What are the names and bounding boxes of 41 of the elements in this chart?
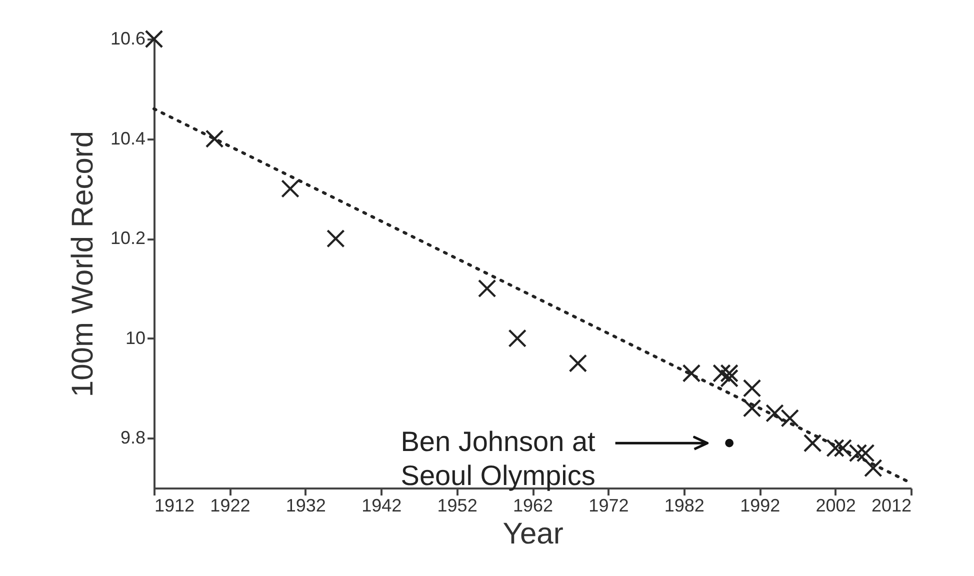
- point: [326, 229, 345, 248]
- point: [742, 379, 762, 398]
- point: [720, 364, 738, 382]
- point: [568, 354, 588, 372]
- y-tick-label: 10.2: [110, 228, 146, 248]
- point: [834, 438, 852, 458]
- point: [803, 434, 822, 452]
- y-tick-label: 9.8: [120, 428, 146, 448]
- x-tick-label: 2002: [816, 496, 856, 516]
- y-tick-label: 10.4: [110, 128, 146, 148]
- point: [826, 438, 844, 458]
- x-tick-label: 1922: [210, 496, 250, 516]
- point: [766, 404, 784, 422]
- point: [720, 369, 738, 388]
- x-tick-label: 2012: [871, 496, 912, 516]
- point: [856, 444, 875, 462]
- x-tick-label: 1952: [437, 496, 478, 516]
- x-tick-label: 1942: [362, 496, 402, 516]
- y-tick-label: 10: [125, 328, 146, 348]
- x-tick-label: 1912: [154, 496, 195, 516]
- point: [712, 364, 731, 382]
- x-tick-label: 1972: [588, 496, 629, 516]
- point: [144, 30, 164, 48]
- point: [508, 329, 527, 348]
- point: [848, 444, 868, 462]
- point: [205, 130, 224, 148]
- point: [725, 438, 734, 448]
- y-axis-title: 100m World Record: [66, 130, 100, 398]
- x-tick-label: 1932: [286, 496, 326, 516]
- point: [780, 408, 800, 428]
- y-tick-label: 10.6: [110, 28, 146, 48]
- annotation: Ben Johnson at Seoul Olympics: [400, 426, 596, 492]
- point: [682, 364, 701, 382]
- x-tick-label: 1992: [740, 496, 780, 516]
- x-tick-label: 1962: [512, 496, 554, 516]
- x-tick-label: 1982: [664, 496, 704, 516]
- point: [864, 458, 882, 478]
- point: [742, 399, 762, 418]
- point: [281, 180, 300, 198]
- point: [478, 279, 496, 298]
- x-axis-title: Year: [502, 518, 564, 550]
